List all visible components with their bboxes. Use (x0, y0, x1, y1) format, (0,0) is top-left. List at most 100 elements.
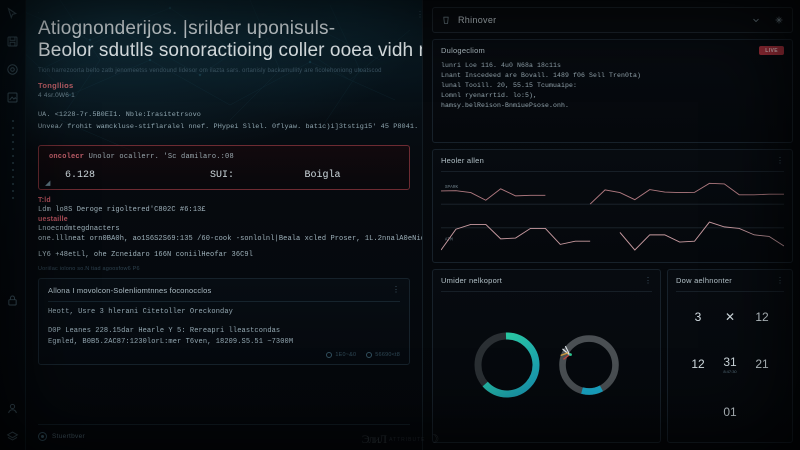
status-badge: LIVE (759, 46, 784, 55)
code-line: Unvea/ frohit wamckluse-stiflaralel nnef… (38, 122, 419, 131)
number-cell[interactable]: 12 (691, 357, 704, 371)
dialog-line: lunri Loe 116. 4u0 N68a 18c11s (441, 62, 562, 69)
hero-kicker-sub: 4 4sr.0W6 1 (38, 91, 75, 99)
dialog-card-header: Dulogecliom LIVE (441, 46, 784, 55)
number-subvalue: 8:47:30 (723, 368, 737, 374)
dialog-line: Lomnl ryenarrtid. lo:5), (441, 92, 538, 99)
save-disk-icon[interactable] (5, 34, 20, 49)
bottom-card-line: Egmled, B0B5.2AC87:1230lorL:mer T6ven, 1… (48, 337, 294, 346)
donut-marker-icon (559, 345, 572, 360)
callout-value-2: SUI: (210, 169, 235, 181)
target-circle-icon[interactable] (5, 62, 20, 77)
number-cell[interactable]: 3 (695, 310, 702, 324)
hero-code-block: UA. <1228-7r.5B0EI1. Nble:Irasitetrsovo … (38, 110, 419, 131)
line-chart-card: Heoler allen ⋮ SPARK ATM (432, 149, 793, 263)
secondary-donut (558, 334, 619, 395)
number-cell-selected[interactable]: 31 8:47:30 (723, 355, 736, 374)
bottom-card-line: Heott, Usre 3 hlerani Citetoller Oreckon… (48, 307, 233, 316)
series-line-atm (441, 223, 591, 251)
right-panel-header: Rhinover (432, 7, 793, 33)
hero-kicker: Tongllios (38, 80, 74, 90)
series-line-spark (441, 188, 546, 201)
kebab-menu-icon[interactable]: ⋮ (392, 285, 400, 295)
sparkle-icon[interactable] (774, 15, 784, 25)
dialog-card-title: Dulogecliom (441, 46, 486, 55)
code-line: UA. <1228-7r.5B0EI1. Nble:Irasitetrsovo (38, 110, 201, 119)
callout-heading-rest: Unolor ocallerr. 'Sc damilaro.:08 (88, 152, 234, 161)
mid-line: one.lllneat orn0BA0h, ao1S6S2S69:135 /60… (38, 234, 422, 243)
image-frame-icon[interactable] (5, 90, 20, 105)
mid-line: T:ld (38, 196, 51, 204)
lock-icon[interactable] (5, 293, 20, 308)
number-grid-card: Dow aelhnonter ⋮ 3 ✕ 12 12 31 8:47:30 21… (667, 269, 793, 443)
series-line-spark-b (589, 182, 784, 205)
divider (48, 300, 400, 302)
left-footer-label: Stuertbver (52, 433, 85, 440)
cup-icon (441, 15, 451, 25)
divider (676, 291, 784, 292)
page-title-line-2: Beolor sdutlls sonoractioing coller ooea… (38, 40, 422, 62)
globe-chip[interactable]: 1E0~&0 (326, 351, 357, 358)
layers-icon[interactable] (5, 429, 20, 444)
primary-donut (474, 332, 539, 397)
clock-chip-label: 56690<t8 (375, 351, 400, 358)
globe-chip-label: 1E0~&0 (335, 351, 357, 358)
bottom-card-line: D0P Leanes 228.15dar Hearle Y 5: Rereapr… (48, 326, 281, 335)
number-value: 01 (723, 404, 737, 419)
number-value: 12 (691, 357, 705, 372)
donut-card-title: Umider nelkoport (441, 276, 503, 285)
alert-callout: oncolecr Unolor ocallerr. 'Sc damilaro.:… (38, 144, 410, 190)
chevron-down-icon[interactable] (751, 15, 761, 25)
number-cell[interactable]: 12 (755, 310, 768, 324)
rail-dot-separator (11, 120, 14, 199)
callout-value-row: 6.128 SUI: Boigla (49, 170, 399, 181)
callout-heading-strong: oncolecr (49, 152, 85, 161)
bottom-info-card: Allona I movolcon-Solenliomtnnes foconoc… (38, 277, 410, 365)
dialog-card-body: lunri Loe 116. 4u0 N68a 18c11s Lnant Ins… (441, 62, 784, 109)
divider (441, 171, 784, 172)
callout-value-1: 6.128 (65, 169, 96, 181)
clock-chip[interactable]: 56690<t8 (366, 351, 400, 358)
panel-drag-handle[interactable]: ⋮ (416, 10, 424, 19)
donut-card-header: Umider nelkoport ⋮ (441, 276, 652, 285)
number-cell[interactable]: 21 (755, 357, 768, 371)
mid-line: LY6 +48etLl, ohe Zcneidaro 166N coniilHe… (38, 250, 254, 259)
kebab-menu-icon[interactable]: ⋮ (644, 275, 652, 285)
callout-heading: oncolecr Unolor ocallerr. 'Sc damilaro.:… (49, 153, 399, 161)
cursor-icon[interactable] (5, 6, 20, 21)
dialog-card: Dulogecliom LIVE lunri Loe 116. 4u0 N68a… (432, 39, 793, 143)
secondary-donut-arc (558, 334, 619, 395)
kebab-menu-icon[interactable]: ⋮ (776, 275, 784, 285)
left-icon-rail (0, 0, 26, 450)
primary-donut-arc (474, 332, 539, 397)
line-chart-svg: SPARK ATM (441, 182, 784, 251)
donut-card: Umider nelkoport ⋮ (432, 269, 661, 443)
number-value: 21 (755, 357, 769, 372)
mid-line: Lnoecndmtegdnacters (38, 224, 120, 233)
hero-subline: Tion harrezoorta belto zatb jenomeetss v… (38, 67, 382, 74)
shield-badge-icon (38, 432, 47, 441)
globe-icon (326, 351, 333, 358)
mid-line: uestaille (38, 215, 68, 223)
number-value: 31 (723, 354, 737, 369)
bottom-card-line (48, 319, 400, 324)
number-value: 12 (755, 310, 769, 325)
callout-value-3: Boigla (304, 169, 341, 181)
kebab-menu-icon[interactable]: ⋮ (776, 155, 784, 165)
series-line-atm-b (619, 221, 784, 251)
user-icon[interactable] (5, 401, 20, 416)
mid-line: Ldm lo8S Deroge rigoltered'C802C #6:13£ (38, 205, 206, 214)
mid-text-block: T:ld Ldm lo8S Deroge rigoltered'C802C #6… (38, 196, 422, 272)
divider (441, 291, 652, 292)
page-title-line-1: Atiognonderijos. |srilder uponisuls- (38, 18, 336, 39)
dialog-line: Lnant Inscedeed are Bovall. 1489 f06 Sel… (441, 72, 642, 79)
donut-plot-area (441, 292, 652, 435)
number-cell[interactable]: 01 (723, 405, 736, 419)
number-card-title: Dow aelhnonter (676, 276, 733, 285)
resize-corner-icon[interactable]: ◢ (45, 179, 51, 187)
clock-icon (366, 351, 373, 358)
number-cell-x[interactable]: ✕ (725, 310, 735, 324)
main-content-column: · Atiognonderijos. |srilder uponisuls- B… (26, 0, 422, 450)
chart-card-header: Heoler allen ⋮ (441, 156, 784, 165)
series-label-spark: SPARK (445, 185, 459, 190)
